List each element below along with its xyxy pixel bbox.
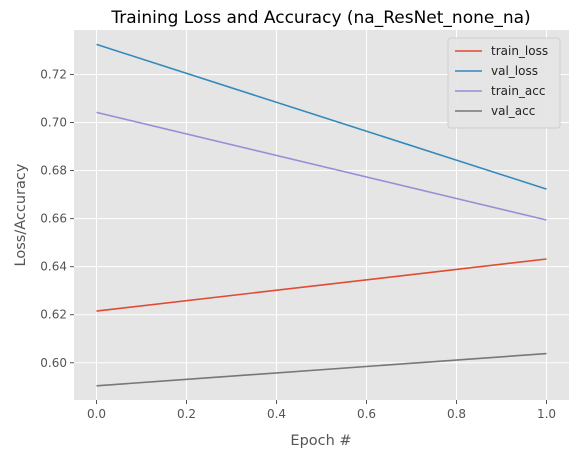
y-tick-label: 0.66 — [40, 212, 67, 226]
y-axis-label: Loss/Accuracy — [13, 163, 29, 266]
x-tick-label: 0.8 — [447, 407, 466, 421]
series-line-val-acc — [96, 352, 547, 387]
legend-label-val-loss: val_loss — [491, 64, 538, 78]
series-lines — [96, 43, 547, 387]
chart-title: Training Loss and Accuracy (na_ResNet_no… — [110, 8, 530, 28]
y-tick-label: 0.70 — [40, 116, 67, 130]
series-line-val-loss — [96, 43, 547, 190]
y-tick-label: 0.64 — [40, 260, 67, 274]
x-tick-label: 1.0 — [537, 407, 556, 421]
y-tick-label: 0.62 — [40, 308, 67, 322]
x-tick-label: 0.4 — [267, 407, 286, 421]
y-tick-label: 0.72 — [40, 67, 67, 81]
x-tick-label: 0.2 — [177, 407, 196, 421]
y-tick-label: 0.68 — [40, 164, 67, 178]
x-tick-label: 0.6 — [357, 407, 376, 421]
x-tick-label: 0.0 — [87, 407, 106, 421]
series-line-train-acc — [96, 111, 547, 221]
y-axis-ticks: 0.60 0.62 0.64 0.66 0.68 0.70 0.72 — [40, 67, 74, 370]
legend-box — [447, 37, 561, 129]
legend-label-train-loss: train_loss — [491, 44, 548, 58]
y-tick-label: 0.60 — [40, 356, 67, 370]
x-axis-ticks: 0.0 0.2 0.4 0.6 0.8 1.0 — [87, 400, 556, 421]
series-line-train-loss — [96, 258, 547, 312]
x-axis-label: Epoch # — [290, 433, 351, 449]
legend-label-train-acc: train_acc — [491, 84, 545, 98]
legend: train_loss val_loss train_acc val_acc — [447, 37, 561, 129]
legend-label-val-acc: val_acc — [491, 104, 535, 118]
